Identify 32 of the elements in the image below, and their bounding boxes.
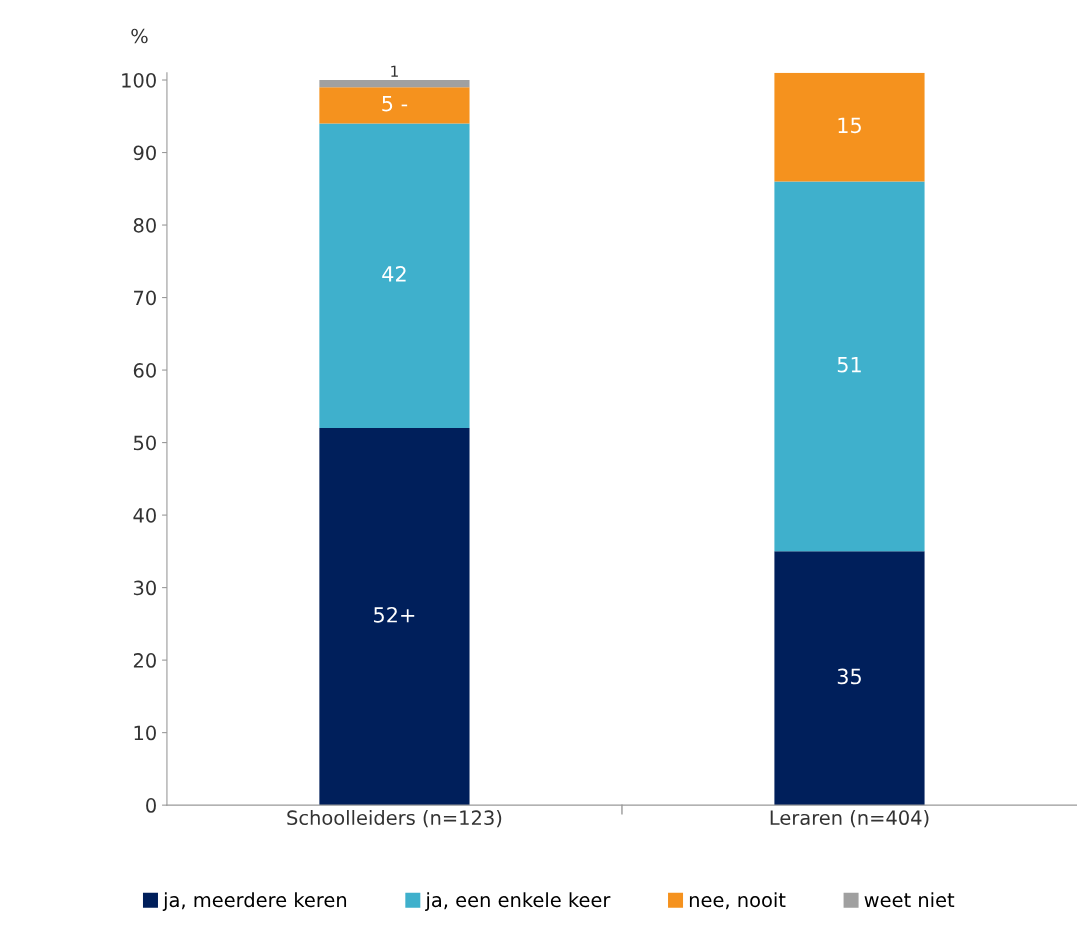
data-label: 51	[837, 357, 861, 373]
data-label: 15	[838, 117, 861, 134]
x-tick-label: Leraren (n=404)	[770, 810, 929, 828]
y-tick-label: 30	[133, 580, 156, 596]
y-tick-label: 10	[134, 725, 156, 741]
y-tick-label: 20	[133, 653, 156, 668]
bar	[774, 72, 925, 182]
data-label: 42	[382, 266, 406, 282]
legend-label: ja, meerdere keren	[162, 892, 347, 912]
y-tick-label: 40	[133, 508, 156, 523]
y-tick-label: 60	[133, 363, 156, 378]
bar	[319, 123, 470, 429]
x-tick-label: Schoolleiders (n=123)	[287, 810, 502, 828]
legend-label: nee, nooit	[689, 892, 786, 910]
bar	[319, 428, 470, 806]
data-label: 35	[837, 668, 861, 685]
y-tick-label: 0	[146, 798, 156, 813]
y-tick-label: 50	[133, 435, 156, 451]
bar	[774, 551, 925, 806]
legend-label: weet niet	[864, 892, 955, 908]
y-tick-label: 80	[133, 218, 156, 233]
bar	[774, 181, 925, 552]
data-label: 1	[391, 65, 398, 77]
bar	[319, 80, 470, 88]
y-tick-label: 70	[134, 290, 156, 306]
data-label: 5 -	[382, 95, 408, 112]
data-label: 52+	[374, 606, 415, 623]
legend-label: ja, een enkele keer	[425, 892, 611, 912]
y-tick-label: 90	[133, 145, 156, 161]
bar	[319, 87, 470, 124]
y-tick-label: 100	[122, 72, 156, 88]
y-axis-title: %	[131, 28, 148, 44]
